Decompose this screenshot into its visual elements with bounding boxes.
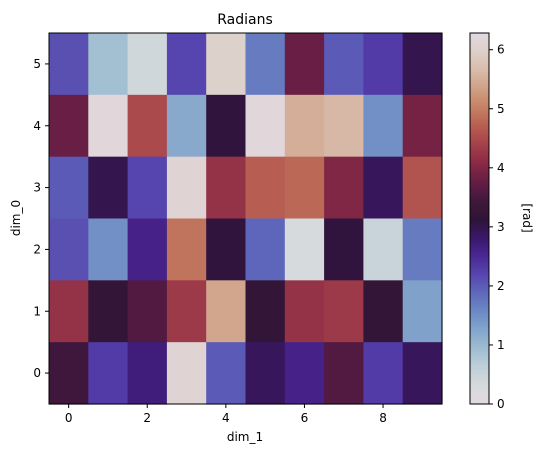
colorbar-label: [rad] <box>520 203 534 232</box>
heatmap-cell <box>363 156 404 220</box>
x-tick-label: 2 <box>143 411 151 425</box>
colorbar-ticks: 0 1 2 3 4 5 6 <box>489 43 505 411</box>
heatmap-cell <box>363 342 404 405</box>
heatmap-cell <box>206 156 247 220</box>
heatmap-cell <box>324 94 364 158</box>
heatmap-cell <box>166 280 207 343</box>
y-tick-label: 5 <box>33 57 41 71</box>
heatmap-cell <box>245 33 286 96</box>
heatmap-cell <box>245 156 286 220</box>
heatmap-cell <box>127 280 168 343</box>
colorbar-tick-label: 0 <box>497 397 505 411</box>
y-tick-label: 2 <box>33 242 41 256</box>
heatmap-cell <box>88 33 129 96</box>
x-tick-label: 8 <box>379 411 387 425</box>
heatmap-cell <box>284 156 325 220</box>
colorbar-tick-label: 1 <box>497 338 505 352</box>
heatmap-cell <box>88 156 129 220</box>
heatmap-cell <box>363 218 404 281</box>
y-tick-label: 1 <box>33 304 41 318</box>
heatmap-cell <box>324 280 364 343</box>
x-tick-label: 6 <box>301 411 309 425</box>
heatmap-cell <box>284 33 325 96</box>
heatmap-cell <box>363 33 404 96</box>
heatmap-cell <box>402 33 443 96</box>
heatmap-cell <box>166 94 207 158</box>
heatmap-cell <box>88 218 129 281</box>
plot-frame <box>48 32 443 405</box>
heatmap-cell <box>166 33 207 96</box>
colorbar-tick-label: 2 <box>497 279 505 293</box>
x-tick-label: 0 <box>65 411 73 425</box>
heatmap-cell <box>166 156 207 220</box>
chart-title: Radians <box>217 12 273 28</box>
heatmap-cell <box>88 280 129 343</box>
heatmap-cell <box>166 218 207 281</box>
heatmap-cell <box>49 94 89 158</box>
colorbar <box>469 32 490 405</box>
heatmap-cell <box>324 342 364 405</box>
heatmap-cell <box>49 156 89 220</box>
heatmap-cell <box>363 94 404 158</box>
y-tick-label: 0 <box>33 366 41 380</box>
heatmap-cell <box>88 94 129 158</box>
heatmap-cell <box>245 94 286 158</box>
heatmap-cell <box>245 280 286 343</box>
colorbar-tick-label: 5 <box>497 102 505 116</box>
heatmap-cell <box>402 342 443 405</box>
heatmap-cell <box>206 94 247 158</box>
x-axis-ticks: 0 2 4 6 8 <box>65 404 387 425</box>
heatmap-cell <box>127 156 168 220</box>
heatmap-cell <box>127 94 168 158</box>
heatmap-cell <box>166 342 207 405</box>
heatmap-cell <box>245 342 286 405</box>
heatmap-cell <box>324 33 364 96</box>
heatmap-cell <box>49 218 89 281</box>
heatmap-cell <box>127 218 168 281</box>
heatmap-cell <box>127 33 168 96</box>
heatmap-cell <box>402 94 443 158</box>
heatmap-cell <box>284 280 325 343</box>
heatmap-cell <box>402 280 443 343</box>
heatmap-cell <box>363 280 404 343</box>
heatmap-cell <box>49 33 89 96</box>
heatmap-cell <box>206 342 247 405</box>
colorbar-tick-label: 3 <box>497 220 505 234</box>
heatmap-cell <box>284 94 325 158</box>
heatmap-cell <box>206 33 247 96</box>
heatmap-cell <box>284 342 325 405</box>
heatmap-cell <box>49 342 89 405</box>
heatmap-cell <box>88 342 129 405</box>
heatmap-cell <box>402 156 443 220</box>
heatmap-cell <box>284 218 325 281</box>
heatmap-cell <box>324 156 364 220</box>
heatmap-cell <box>206 280 247 343</box>
heatmap-cells <box>49 33 443 405</box>
heatmap-cell <box>49 280 89 343</box>
colorbar-tick-label: 6 <box>497 43 505 57</box>
y-tick-label: 4 <box>33 119 41 133</box>
y-axis-label: dim_0 <box>9 200 23 236</box>
heatmap-cell <box>324 218 364 281</box>
x-axis-label: dim_1 <box>227 430 263 444</box>
colorbar-tick-label: 4 <box>497 161 505 175</box>
heatmap-cell <box>245 218 286 281</box>
heatmap-cell <box>206 218 247 281</box>
y-axis-ticks: 0 1 2 3 4 5 <box>33 57 49 380</box>
heatmap-cell <box>402 218 443 281</box>
x-tick-label: 4 <box>222 411 230 425</box>
heatmap-cell <box>127 342 168 405</box>
y-tick-label: 3 <box>33 181 41 195</box>
